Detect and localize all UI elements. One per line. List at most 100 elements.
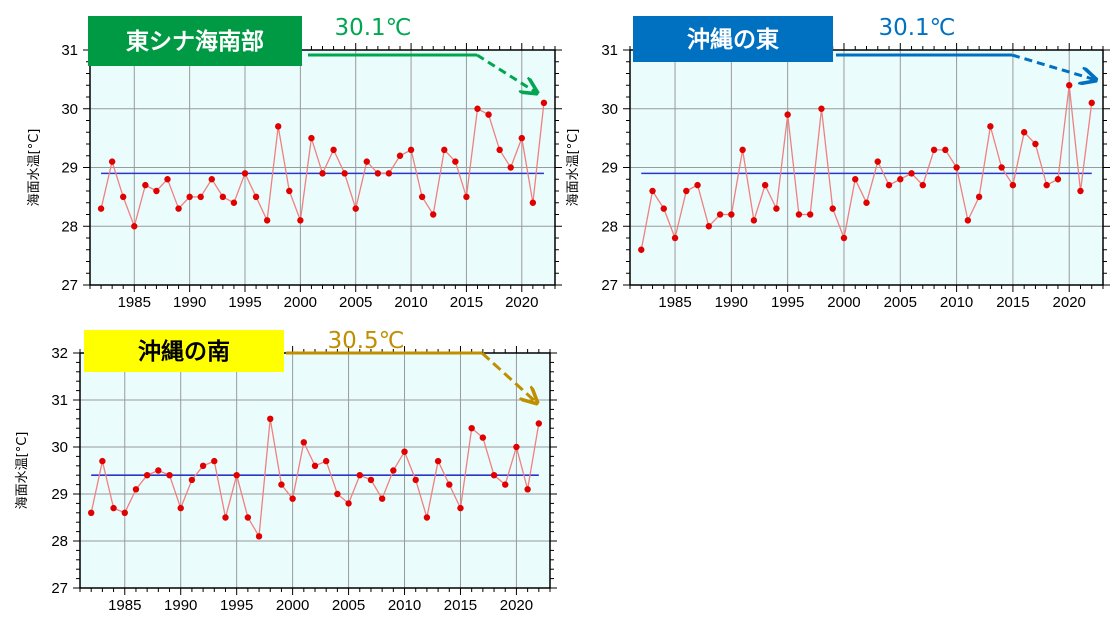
data-point-2004 (334, 490, 341, 498)
data-point-2016 (1020, 129, 1028, 136)
data-point-2009 (942, 146, 949, 154)
data-point-2017 (1032, 140, 1039, 148)
data-point-2014 (446, 481, 453, 488)
x-tick-label: 2005 (884, 294, 917, 311)
data-point-2013 (987, 123, 994, 130)
data-point-1997 (806, 211, 814, 218)
y-tick-label: 32 (51, 345, 68, 362)
data-point-2011 (964, 217, 972, 224)
data-point-1999 (286, 187, 293, 195)
data-point-2017 (479, 434, 487, 441)
x-tick-label: 1995 (228, 294, 261, 311)
region-title: 沖縄の南 (138, 339, 230, 365)
data-point-1993 (761, 181, 769, 189)
data-point-1996 (252, 193, 260, 201)
x-tick-label: 1995 (771, 294, 804, 311)
data-point-1998 (275, 123, 282, 130)
x-tick-label: 2020 (1053, 294, 1086, 311)
data-point-1991 (188, 476, 196, 484)
y-axis-label: 海面水温[°C] (27, 129, 42, 207)
data-point-1991 (197, 193, 204, 201)
chart-panel-1: 1985 1990 1995 2000 2005 2010 2015 2020 27 28 29 30… (27, 15, 562, 311)
data-point-1982 (97, 205, 105, 212)
x-tick-label: 2010 (394, 294, 427, 311)
data-point-1993 (219, 193, 227, 201)
x-tick-label: 2015 (450, 294, 483, 311)
data-point-1983 (649, 187, 656, 195)
chart-panel-2: 1985 1990 1995 2000 2005 2010 2015 2020 27 28 29 30… (566, 15, 1110, 311)
data-point-1985 (131, 223, 138, 230)
data-point-1984 (660, 205, 667, 212)
x-tick-label: 2000 (827, 294, 860, 311)
data-point-2005 (897, 176, 904, 183)
data-point-2020 (518, 134, 525, 142)
data-point-2002 (863, 199, 870, 206)
data-point-2021 (1077, 187, 1084, 195)
data-point-2015 (463, 193, 470, 201)
region-title-box (88, 16, 302, 66)
data-point-1988 (155, 467, 162, 474)
x-tick-label: 1985 (108, 597, 141, 614)
data-point-1983 (99, 457, 106, 465)
data-point-1989 (166, 472, 173, 479)
data-point-2019 (1054, 176, 1062, 183)
y-tick-label: 27 (51, 580, 68, 597)
data-point-1995 (233, 472, 240, 479)
data-point-2008 (385, 170, 393, 177)
data-point-2001 (308, 134, 315, 142)
data-point-1986 (683, 187, 690, 195)
region-title-box (633, 16, 833, 62)
data-point-1995 (784, 111, 791, 118)
region-title: 東シナ海南部 (126, 28, 264, 55)
data-point-2015 (1009, 181, 1017, 189)
y-tick-label: 29 (51, 486, 68, 503)
data-point-1985 (121, 509, 128, 516)
data-point-2019 (502, 481, 509, 488)
data-point-2011 (412, 476, 419, 484)
data-point-2008 (378, 495, 386, 502)
data-point-2018 (1043, 181, 1050, 189)
data-point-2011 (418, 193, 426, 201)
data-point-2006 (356, 472, 363, 479)
x-tick-label: 2015 (996, 294, 1029, 311)
data-point-2003 (874, 158, 881, 165)
data-point-2017 (485, 111, 492, 118)
data-point-1992 (750, 217, 758, 224)
data-point-1987 (143, 472, 151, 479)
data-point-1998 (267, 415, 274, 422)
y-tick-label: 29 (61, 160, 78, 177)
x-tick-label: 2015 (444, 597, 477, 614)
data-point-2018 (490, 472, 498, 479)
x-tick-label: 1995 (220, 597, 253, 614)
data-point-2004 (341, 170, 348, 177)
data-point-1986 (142, 181, 149, 189)
data-point-2012 (975, 193, 983, 201)
data-point-2022 (535, 420, 543, 427)
data-point-2020 (513, 443, 520, 451)
annotation-arrow (480, 351, 537, 403)
data-point-1990 (186, 193, 193, 201)
data-point-1994 (230, 199, 238, 206)
data-point-2007 (919, 181, 927, 189)
data-point-2022 (1088, 99, 1095, 107)
data-point-2007 (374, 170, 382, 177)
data-point-2013 (441, 146, 448, 154)
y-tick-label: 30 (601, 101, 618, 118)
y-axis-label: 海面水温[°C] (566, 129, 581, 207)
data-point-1987 (153, 187, 160, 195)
latest-value-label: 30.1℃ (334, 15, 411, 41)
data-point-2016 (474, 105, 481, 112)
data-point-1989 (716, 211, 724, 218)
data-point-1999 (829, 205, 836, 212)
x-tick-label: 2020 (505, 294, 538, 311)
x-tick-label: 2000 (284, 294, 317, 311)
data-point-1993 (211, 457, 218, 465)
data-point-1988 (705, 223, 713, 230)
x-tick-label: 2005 (332, 597, 365, 614)
y-tick-label: 31 (51, 392, 68, 409)
latest-value-label: 30.5℃ (327, 328, 404, 354)
data-point-2007 (367, 476, 375, 484)
data-point-1997 (263, 217, 271, 224)
x-tick-label: 2020 (500, 597, 533, 614)
data-point-1996 (244, 514, 252, 521)
